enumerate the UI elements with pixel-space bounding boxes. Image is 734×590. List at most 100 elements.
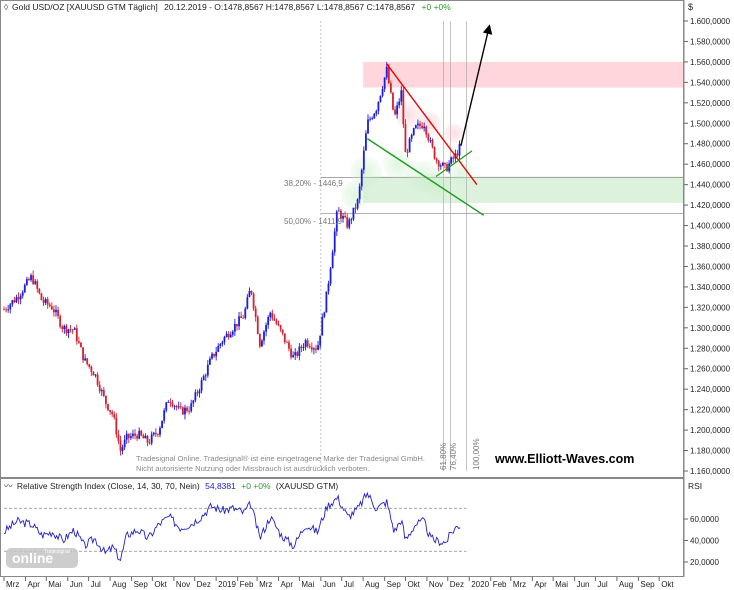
- trendlines-layer: [366, 24, 493, 216]
- price-tick-label: 1.480,0000: [690, 140, 731, 149]
- online-logo-text: online: [12, 550, 53, 566]
- candle: [63, 324, 66, 334]
- time-tick-label: Mai: [48, 580, 61, 589]
- time-tick-label: Apr: [281, 580, 294, 589]
- candle: [40, 292, 43, 301]
- candle: [279, 324, 282, 332]
- candle-body: [221, 341, 224, 344]
- candle-body: [437, 160, 440, 167]
- time-axis: Mrz Apr Mai Jun Jul Aug Sep Okt Nov Dez 2019 Feb Mrz…: [3, 577, 674, 589]
- candle: [138, 427, 141, 440]
- candle-body: [17, 297, 20, 300]
- candle-body: [356, 199, 359, 209]
- candle: [373, 112, 376, 120]
- candle-body: [285, 342, 288, 343]
- candle: [277, 320, 280, 327]
- candle: [32, 270, 35, 286]
- candle: [98, 380, 101, 394]
- candle-body: [136, 435, 139, 439]
- candle-body: [161, 420, 163, 429]
- candle-body: [281, 329, 284, 334]
- time-tick-label: Okt: [661, 580, 674, 589]
- time-tick-label: Sep: [134, 580, 149, 589]
- time-tick-label: Apr: [534, 580, 547, 589]
- candle: [113, 411, 116, 420]
- inner-support-trendline: [435, 150, 473, 177]
- candle-body: [169, 402, 172, 403]
- candle-body: [188, 411, 191, 412]
- candle-body: [375, 110, 378, 114]
- candle: [367, 114, 369, 134]
- candle-body: [246, 297, 249, 309]
- candle: [44, 297, 47, 306]
- time-tick-label: Jun: [577, 580, 590, 589]
- candle-body: [173, 405, 176, 407]
- rsi-tick-label: 40,0000: [690, 537, 719, 546]
- candle-body: [42, 300, 45, 303]
- candle-body: [294, 352, 297, 356]
- chart-ohlc: 20.12.2019 - O:1478,8567 H:1478,8567 L:1…: [164, 2, 415, 12]
- candle: [398, 98, 401, 109]
- candle-body: [350, 219, 353, 221]
- candle-body: [248, 290, 251, 298]
- candle-body: [271, 312, 274, 319]
- candle-body: [181, 407, 184, 415]
- candle-body: [227, 333, 230, 338]
- candle-body: [138, 430, 141, 439]
- candle: [402, 85, 405, 128]
- candle-body: [40, 293, 43, 301]
- candle-body: [32, 275, 35, 284]
- candle-body: [127, 433, 130, 439]
- candle: [119, 435, 122, 456]
- candle: [441, 161, 444, 167]
- candle: [329, 266, 332, 287]
- candle-body: [371, 118, 374, 120]
- candle: [19, 293, 22, 305]
- candle-body: [192, 400, 195, 404]
- candle-body: [394, 109, 396, 115]
- candle: [163, 408, 166, 424]
- svg-text:〰 Relative Strength Index: 〰 Relative Strength Index (Close, 14, 30…: [4, 481, 338, 491]
- candle-body: [184, 407, 186, 415]
- candle-body: [379, 95, 382, 102]
- candle: [381, 85, 384, 98]
- gridlines-layer: [320, 21, 467, 471]
- candle-body: [46, 299, 49, 305]
- candle: [105, 395, 107, 409]
- rsi-pane-frame: [0, 478, 684, 577]
- candle-body: [423, 126, 426, 129]
- candle: [340, 209, 342, 222]
- fib-time-764-label: 76,40%: [449, 443, 458, 470]
- candle: [25, 276, 28, 287]
- price-tick-label: 1.240,0000: [690, 385, 731, 394]
- candle: [344, 211, 347, 219]
- candle-body: [175, 405, 178, 408]
- candle-body: [389, 83, 392, 93]
- candle-body: [344, 216, 347, 218]
- candle: [258, 333, 261, 349]
- candle: [57, 306, 59, 319]
- candle-body: [398, 101, 401, 106]
- candle-body: [11, 300, 14, 305]
- candle: [354, 203, 357, 214]
- candle-body: [296, 352, 299, 356]
- candle: [17, 292, 20, 305]
- candle: [288, 339, 290, 352]
- candle-body: [215, 351, 218, 357]
- candle: [140, 429, 143, 437]
- candle-body: [163, 410, 166, 421]
- candle-body: [57, 309, 59, 316]
- candle-body: [119, 440, 122, 451]
- candle: [417, 119, 419, 130]
- candle-body: [229, 334, 232, 338]
- candle: [446, 162, 448, 172]
- candle-body: [441, 162, 444, 166]
- candle-body: [213, 353, 215, 357]
- candle: [333, 227, 336, 256]
- candle-body: [117, 434, 120, 441]
- candle: [396, 101, 399, 119]
- candle: [204, 373, 207, 381]
- candle: [67, 328, 70, 339]
- candle: [358, 183, 361, 204]
- price-tick-label: 1.220,0000: [690, 406, 731, 415]
